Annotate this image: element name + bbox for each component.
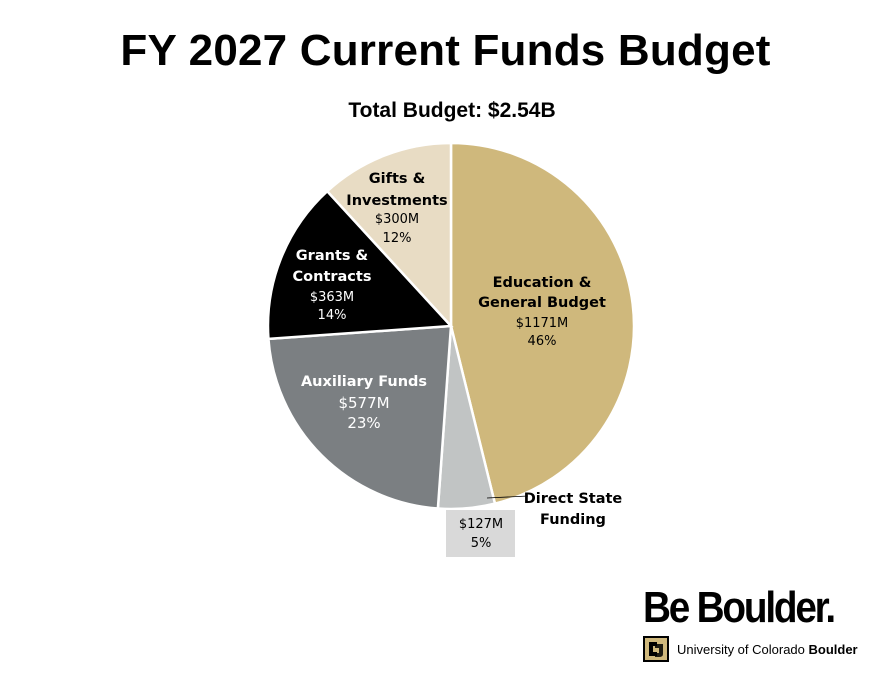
slice-amount-label-grants-contracts: $363M bbox=[310, 290, 354, 305]
chart-subtitle: Total Budget: $2.54B bbox=[348, 99, 556, 122]
slice-name-label-grants-contracts: Grants & bbox=[296, 248, 369, 264]
slice-name-label-direct-state: Direct State bbox=[524, 491, 623, 507]
slice-education-general bbox=[449, 141, 636, 506]
callout-box-direct-state bbox=[446, 510, 515, 557]
slice-name-label-gifts-investments: Investments bbox=[346, 193, 447, 209]
slice-name-label-education-general: General Budget bbox=[478, 295, 606, 311]
chart-title: FY 2027 Current Funds Budget bbox=[120, 26, 771, 75]
cu-monogram-icon bbox=[643, 636, 669, 662]
slice-percent-label-grants-contracts: 14% bbox=[318, 308, 347, 323]
slice-amount-label-auxiliary: $577M bbox=[338, 394, 389, 412]
slice-percent-label-education-general: 46% bbox=[528, 334, 557, 349]
university-name: University of Colorado Boulder bbox=[677, 641, 858, 657]
slice-amount-label-education-general: $1171M bbox=[516, 316, 569, 331]
leader-line-direct-state bbox=[486, 495, 529, 499]
slice-name-label-education-general: Education & bbox=[493, 275, 592, 291]
slice-grants-contracts bbox=[266, 189, 454, 341]
slice-amount-label-direct-state: $127M bbox=[459, 517, 503, 532]
slice-percent-label-auxiliary: 23% bbox=[347, 414, 380, 432]
slice-percent-label-direct-state: 5% bbox=[471, 536, 492, 551]
slice-gifts-investments bbox=[325, 141, 453, 330]
university-signature: University of Colorado Boulder bbox=[643, 636, 858, 662]
slice-auxiliary bbox=[267, 324, 453, 510]
slice-name-label-auxiliary: Auxiliary Funds bbox=[301, 374, 427, 390]
slice-name-label-grants-contracts: Contracts bbox=[293, 269, 372, 285]
slice-name-label-direct-state: Funding bbox=[540, 512, 606, 528]
be-boulder-logo: Be Boulder. bbox=[643, 583, 836, 632]
slice-percent-label-gifts-investments: 12% bbox=[383, 231, 412, 246]
slice-amount-label-gifts-investments: $300M bbox=[375, 212, 419, 227]
slice-name-label-gifts-investments: Gifts & bbox=[369, 171, 426, 187]
